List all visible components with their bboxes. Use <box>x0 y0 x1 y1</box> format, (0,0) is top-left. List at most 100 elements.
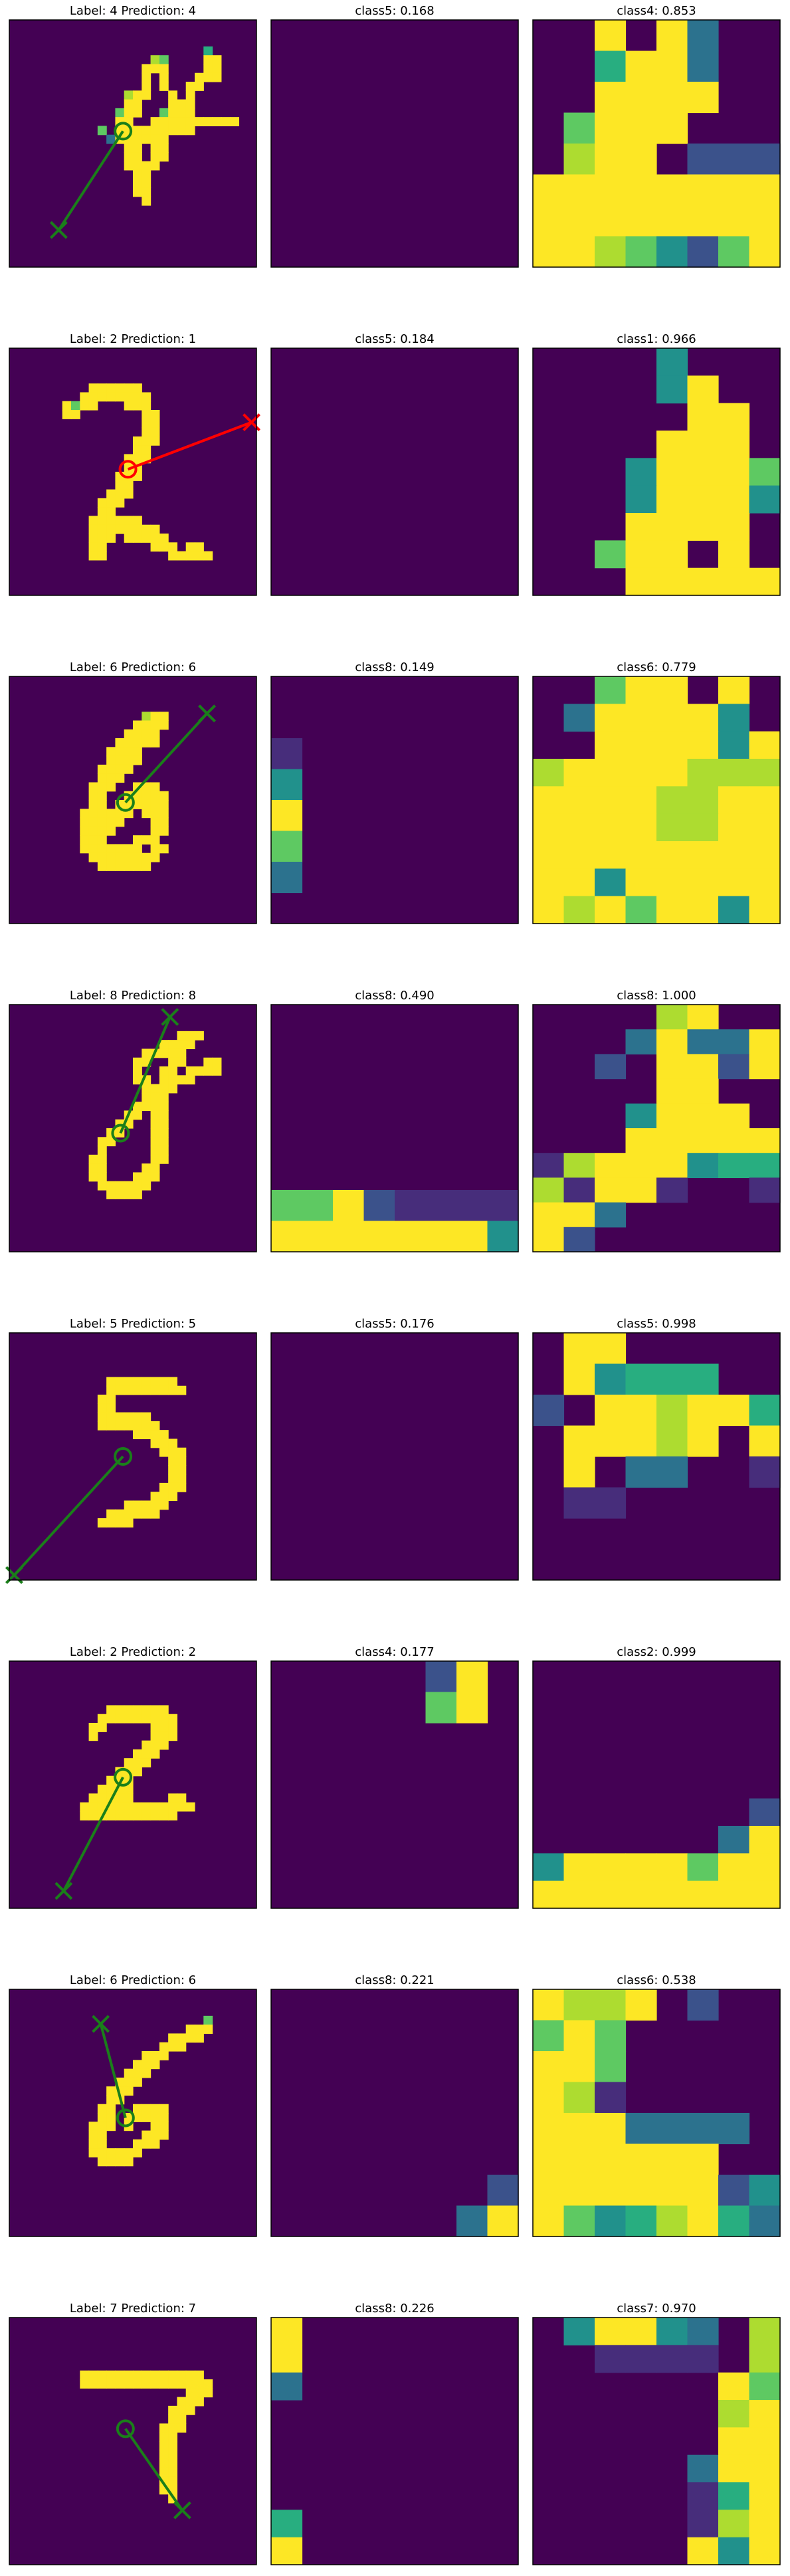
heatmap-cell <box>115 2157 125 2167</box>
panel-attribution: class5: 0.184 <box>270 332 519 596</box>
heatmap-cell <box>88 1811 98 1821</box>
heatmap-cell <box>168 90 178 100</box>
heatmap-cell <box>487 1221 519 1252</box>
heatmap-cell <box>687 2318 719 2345</box>
origin-circle-marker <box>114 1447 133 1466</box>
heatmap-cell <box>749 458 781 486</box>
heatmap-cell <box>150 809 160 819</box>
heatmap-cell <box>133 1705 142 1715</box>
heatmap-cell <box>150 534 160 543</box>
heatmap-cell <box>687 567 719 596</box>
heatmap-cell <box>150 738 160 747</box>
heatmap-cell <box>97 1137 107 1147</box>
heatmap-cell <box>88 2139 98 2149</box>
panel-title: class6: 0.538 <box>617 1973 696 1987</box>
heatmap-cell <box>97 1518 107 1528</box>
heatmap-cell <box>150 1430 160 1440</box>
heatmap-cell <box>159 542 169 552</box>
heatmap-cell <box>687 2454 719 2483</box>
heatmap-cell <box>159 1811 169 1821</box>
heatmap-cell <box>563 1425 595 1457</box>
heatmap-cell <box>124 1377 134 1387</box>
heatmap-cell <box>718 1029 750 1054</box>
heatmap-cell <box>133 401 142 411</box>
heatmap-cell <box>80 844 90 854</box>
panel-class-evidence: class1: 0.966 <box>532 332 781 596</box>
heatmap-cell <box>195 72 204 82</box>
heatmap-cell <box>595 1487 627 1519</box>
heatmap-cell <box>142 187 151 197</box>
heatmap-cell <box>625 1177 657 1203</box>
heatmap-cell <box>271 2510 303 2538</box>
heatmap-cell <box>133 152 142 162</box>
heatmap-cell <box>150 1172 160 1182</box>
heatmap-cell <box>133 90 142 100</box>
panel-title: class5: 0.998 <box>617 1317 696 1331</box>
heatmap-cell <box>133 729 142 739</box>
heatmap-cell <box>106 2086 116 2096</box>
heatmap-cell <box>749 759 781 787</box>
heatmap-cell <box>749 1880 781 1909</box>
heatmap-cell <box>106 2370 116 2380</box>
heatmap-cell <box>656 813 688 842</box>
heatmap-cell <box>563 2051 595 2083</box>
heatmap-cell <box>159 1110 169 1120</box>
heatmap-cell <box>563 174 595 206</box>
heatmap-cell <box>115 516 125 526</box>
heatmap-cell <box>718 2427 750 2456</box>
heatmap-cell <box>533 2205 565 2237</box>
heatmap-cell <box>106 1412 116 1422</box>
heatmap-cell <box>185 2397 195 2407</box>
heatmap-cell <box>97 1172 107 1182</box>
heatmap-cell <box>749 1826 781 1854</box>
heatmap-cell <box>718 2454 750 2483</box>
heatmap-cell <box>168 1723 178 1732</box>
heatmap-cell <box>718 458 750 486</box>
panel-frame <box>532 1989 781 2237</box>
heatmap-cell <box>106 1811 116 1821</box>
heatmap-cell <box>656 1880 688 1909</box>
heatmap-cell <box>133 1075 142 1085</box>
heatmap-cell <box>150 852 160 862</box>
heatmap-cell <box>687 2482 719 2510</box>
heatmap-cell <box>150 2104 160 2114</box>
heatmap-cell <box>563 868 595 897</box>
heatmap-cell <box>177 2405 187 2415</box>
heatmap-cell <box>718 485 750 514</box>
heatmap-cell <box>115 2379 125 2389</box>
heatmap-cell <box>718 704 750 732</box>
heatmap-cell <box>106 1785 116 1794</box>
panel-frame <box>532 2317 781 2565</box>
heatmap-cell <box>97 392 107 402</box>
panel-title: class5: 0.176 <box>355 1317 434 1331</box>
heatmap-cell <box>533 2143 565 2175</box>
heatmap-cell <box>656 567 688 596</box>
heatmap-cell <box>159 2122 169 2131</box>
heatmap-cell <box>133 454 142 464</box>
heatmap-cell <box>177 1031 187 1040</box>
direction-line <box>62 1776 124 1892</box>
heatmap-cell <box>97 782 107 792</box>
heatmap-cell <box>168 1793 178 1803</box>
heatmap-cell <box>142 1430 151 1440</box>
heatmap-cell <box>142 2051 151 2060</box>
heatmap-cell <box>133 187 142 197</box>
panel-input: Label: 2 Prediction: 1 <box>9 332 260 596</box>
heatmap-cell <box>106 1775 116 1785</box>
heatmap-cell <box>142 2370 151 2380</box>
heatmap-cell <box>150 817 160 827</box>
heatmap-cell <box>595 2113 627 2145</box>
heatmap-cell <box>106 755 116 765</box>
heatmap-cell <box>106 2113 116 2122</box>
heatmap-cell <box>97 2370 107 2380</box>
heatmap-cell <box>595 2318 627 2345</box>
heatmap-cell <box>150 1154 160 1164</box>
heatmap-cell <box>533 1989 565 2021</box>
heatmap-cell <box>124 2148 134 2158</box>
panel-title: class4: 0.853 <box>617 4 696 18</box>
heatmap-cell <box>185 551 195 561</box>
heatmap-cell <box>133 2139 142 2149</box>
heatmap-cell <box>159 1154 169 1164</box>
heatmap-cell <box>718 786 750 815</box>
heatmap-cell <box>150 826 160 836</box>
